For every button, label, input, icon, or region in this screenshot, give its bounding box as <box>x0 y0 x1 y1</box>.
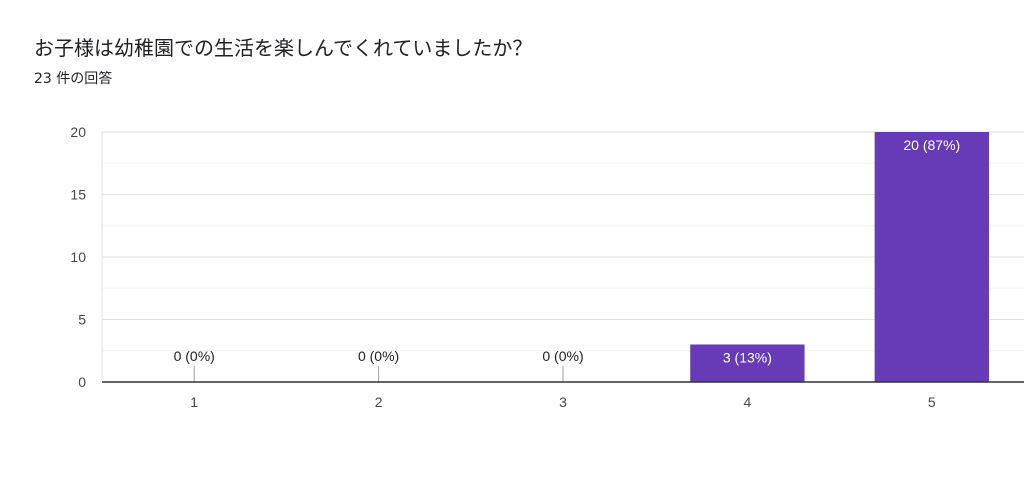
y-tick-label: 20 <box>70 124 86 140</box>
x-tick-label: 1 <box>190 394 198 410</box>
bar-data-label: 0 (0%) <box>174 348 215 364</box>
chart-title: お子様は幼稚園での生活を楽しんでくれていましたか？ <box>34 36 533 60</box>
x-tick-label: 5 <box>928 394 936 410</box>
bar <box>690 344 805 382</box>
response-count: 23 件の回答 <box>34 71 113 87</box>
bar <box>874 132 989 382</box>
bar-data-label: 0 (0%) <box>358 348 399 364</box>
y-tick-label: 15 <box>70 187 86 203</box>
y-tick-label: 10 <box>70 249 86 265</box>
x-tick-label: 2 <box>375 394 383 410</box>
y-tick-label: 5 <box>78 312 86 328</box>
y-tick-label: 0 <box>78 374 86 390</box>
bar-data-label: 0 (0%) <box>542 348 583 364</box>
bar-data-label: 20 (87%) <box>903 137 960 153</box>
x-tick-label: 4 <box>744 394 752 410</box>
x-tick-label: 3 <box>559 394 567 410</box>
bar-data-label: 3 (13%) <box>723 350 772 366</box>
